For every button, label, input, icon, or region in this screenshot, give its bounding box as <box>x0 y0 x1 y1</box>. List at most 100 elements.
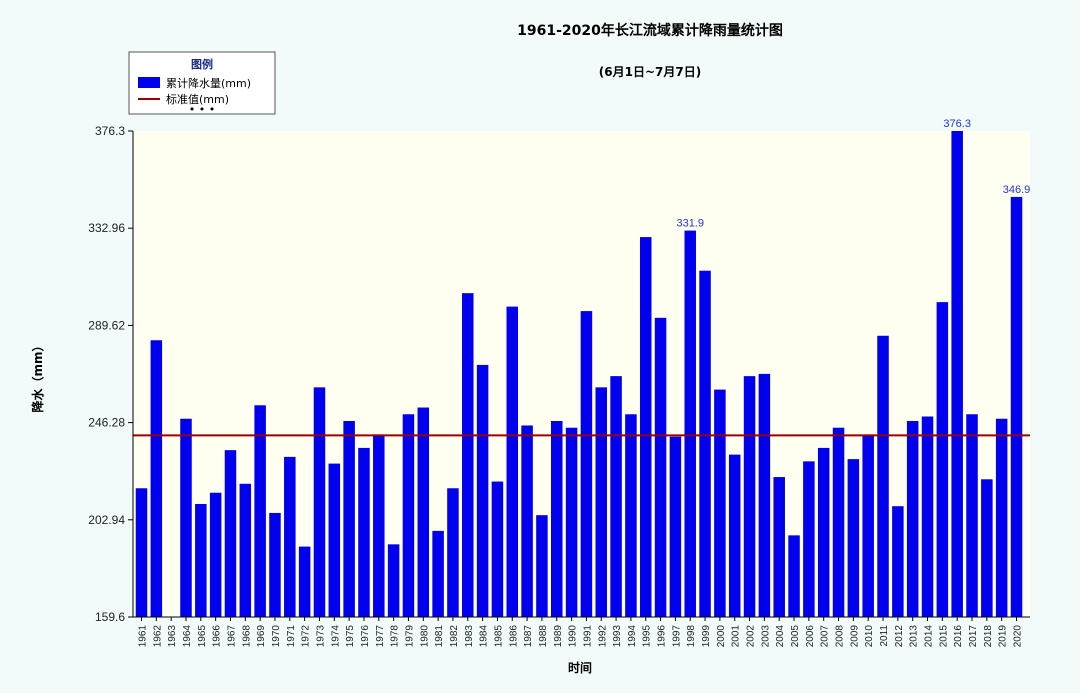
bar-1989 <box>551 420 563 617</box>
bar-2003 <box>758 373 771 617</box>
x-tick-label-1973: 1973 <box>315 625 326 648</box>
bar-1978 <box>387 544 400 617</box>
x-tick-label-2014: 2014 <box>924 625 935 648</box>
legend-line-label: 标准值(mm) <box>166 92 229 106</box>
chart-title: 1961-2020年长江流域累计降雨量统计图 <box>517 22 783 39</box>
bar-1971 <box>284 456 296 617</box>
x-tick-label-1984: 1984 <box>479 625 490 648</box>
x-tick-label-1994: 1994 <box>627 625 638 648</box>
x-tick-label-2010: 2010 <box>864 625 875 648</box>
bar-1980 <box>417 407 430 617</box>
bar-1998 <box>684 230 696 617</box>
chart-subtitle: (6月1日~7月7日) <box>599 65 701 79</box>
bar-1995 <box>639 237 652 617</box>
x-tick-label-1966: 1966 <box>212 625 223 648</box>
bar-1975 <box>343 420 355 617</box>
bar-1988 <box>536 515 548 617</box>
x-tick-label-2013: 2013 <box>909 625 920 648</box>
x-tick-label-1983: 1983 <box>464 625 475 648</box>
x-tick-label-1989: 1989 <box>553 625 564 648</box>
bar-1991 <box>580 311 593 617</box>
x-tick-label-2007: 2007 <box>820 625 831 648</box>
x-tick-label-2005: 2005 <box>790 625 801 648</box>
bar-1973 <box>313 387 326 617</box>
x-tick-label-2015: 2015 <box>938 625 949 648</box>
bar-1977 <box>373 434 385 617</box>
legend-more-dots: • • • <box>189 103 215 116</box>
x-tick-label-1996: 1996 <box>657 625 668 648</box>
bar-1970 <box>269 512 281 617</box>
bar-1990 <box>565 427 578 617</box>
x-tick-label-2009: 2009 <box>849 625 860 648</box>
x-tick-label-1976: 1976 <box>360 625 371 648</box>
data-labels-group: 331.9 376.3 346.9 <box>676 118 1030 230</box>
x-tick-label-1977: 1977 <box>375 625 386 648</box>
bar-2018 <box>981 479 993 617</box>
x-tick-label-1999: 1999 <box>701 625 712 648</box>
x-tick-label-2016: 2016 <box>953 625 964 648</box>
bar-2014 <box>921 416 934 617</box>
bar-1993 <box>610 376 622 617</box>
bar-2009 <box>847 459 860 617</box>
x-tick-label-1971: 1971 <box>286 625 297 648</box>
x-tick-label-1988: 1988 <box>538 625 549 648</box>
x-tick-label-1980: 1980 <box>419 625 430 648</box>
x-tick-label-1982: 1982 <box>449 625 460 648</box>
x-tick-label-1961: 1961 <box>138 625 149 648</box>
y-tick-label: 246.28 <box>88 416 125 430</box>
bar-1992 <box>595 387 607 617</box>
bar-1981 <box>432 530 444 617</box>
x-tick-label-2020: 2020 <box>1013 625 1024 648</box>
y-tick-label: 289.62 <box>88 318 125 332</box>
x-axis: 1961 1962 1963 1964 1965 1966 1967 1968 1969 1970… <box>133 616 1030 648</box>
bar-1976 <box>358 447 370 617</box>
bar-2017 <box>966 414 978 617</box>
y-axis: 376.3 332.96 289.62 246.28 202.94 159.6 <box>88 124 134 624</box>
bar-2000 <box>714 389 726 617</box>
bar-2004 <box>773 477 785 617</box>
bar-1982 <box>447 488 459 617</box>
bar-2008 <box>832 427 845 617</box>
bar-1967 <box>224 450 237 617</box>
x-tick-label-1965: 1965 <box>197 625 208 648</box>
bar-1986 <box>506 306 519 617</box>
bar-1979 <box>402 414 415 617</box>
bar-1972 <box>298 546 311 617</box>
x-tick-label-1964: 1964 <box>182 625 193 648</box>
legend-bar-label: 累计降水量(mm) <box>166 76 251 90</box>
legend: 图例 累计降水量(mm) 标准值(mm) • • • <box>128 51 276 116</box>
x-tick-label-1975: 1975 <box>345 625 356 648</box>
x-tick-label-1969: 1969 <box>256 625 267 648</box>
bar-1969 <box>254 405 266 617</box>
x-tick-label-1978: 1978 <box>390 625 401 648</box>
bar-2011 <box>877 335 889 617</box>
x-tick-label-2019: 2019 <box>998 625 1009 648</box>
bar-2015 <box>936 302 949 617</box>
x-tick-label-1995: 1995 <box>642 625 653 648</box>
x-tick-label-1972: 1972 <box>301 625 312 648</box>
x-tick-label-1981: 1981 <box>434 625 445 648</box>
x-tick-label-2006: 2006 <box>805 625 816 648</box>
bar-2016 <box>951 131 963 617</box>
x-tick-label-1968: 1968 <box>241 625 252 648</box>
x-tick-label-1970: 1970 <box>271 625 282 648</box>
y-tick-label: 332.96 <box>88 221 125 235</box>
bar-2013 <box>906 420 919 617</box>
bar-2012 <box>892 506 904 617</box>
bar-2005 <box>788 535 800 617</box>
x-tick-label-1998: 1998 <box>686 625 697 648</box>
x-tick-label-2002: 2002 <box>746 625 757 648</box>
x-axis-label: 时间 <box>568 660 592 675</box>
bar-1984 <box>476 364 489 617</box>
bar-1997 <box>669 436 682 617</box>
bar-1966 <box>209 492 222 617</box>
bar-1961 <box>135 488 148 617</box>
x-tick-label-1962: 1962 <box>152 625 163 648</box>
bar-2020 <box>1010 196 1023 617</box>
bar-1996 <box>654 317 667 617</box>
bar-1968 <box>239 483 252 617</box>
x-tick-label-2018: 2018 <box>983 625 994 648</box>
legend-bar-swatch <box>138 77 160 88</box>
bar-2019 <box>995 418 1008 617</box>
